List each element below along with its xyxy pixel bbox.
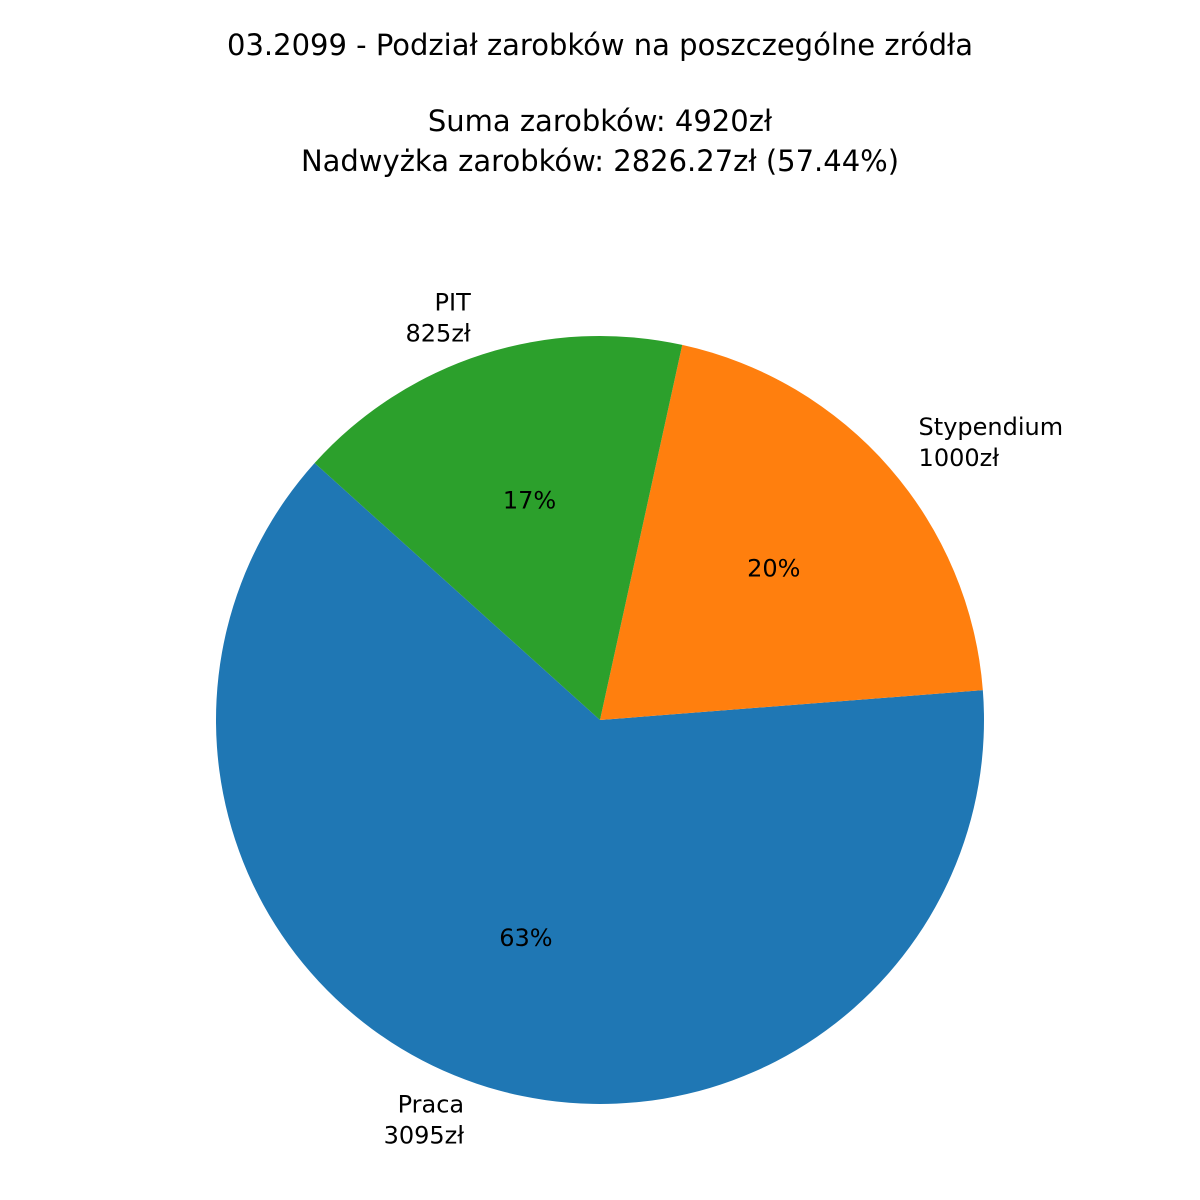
pie-slice-label: Praca 3095zł [384, 1090, 465, 1149]
chart-subtitle-surplus: Nadwyżka zarobków: 2826.27zł (57.44%) [300, 144, 900, 178]
pie-slice-label: Stypendium 1000zł [919, 413, 1064, 472]
pie-slice-pit [314, 336, 683, 720]
pie-percent-label: 20% [747, 555, 800, 583]
pie-slice-label: PIT 825zł [406, 288, 472, 347]
pie-percent-label: 17% [503, 487, 556, 515]
chart-subtitle-total: Suma zarobków: 4920zł [427, 104, 773, 138]
pie-slice-stypendium [600, 344, 983, 720]
pie-percent-label: 63% [499, 924, 552, 952]
chart-title: 03.2099 - Podział zarobków na poszczegól… [227, 28, 973, 62]
pie-slice-praca [215, 463, 984, 1104]
